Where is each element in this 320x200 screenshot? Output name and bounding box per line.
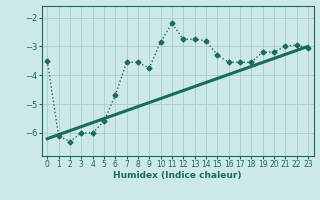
X-axis label: Humidex (Indice chaleur): Humidex (Indice chaleur): [113, 171, 242, 180]
